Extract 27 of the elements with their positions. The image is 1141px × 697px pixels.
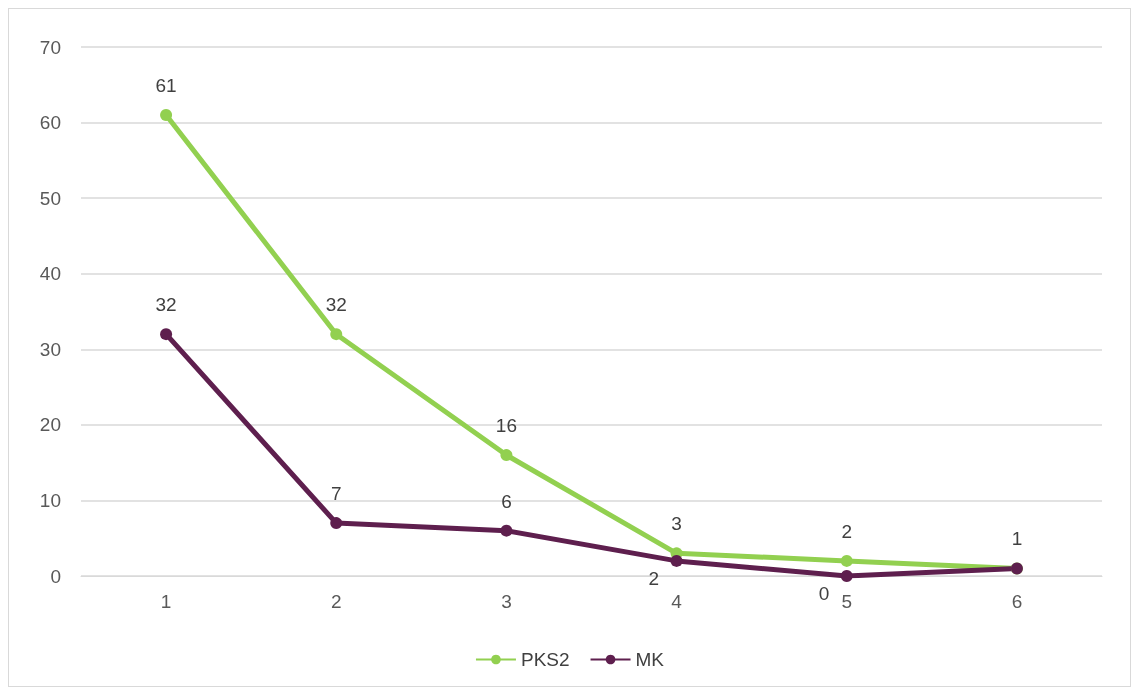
y-tick-label: 70: [39, 36, 61, 58]
data-label: 2: [648, 567, 660, 589]
data-label: 16: [495, 415, 517, 437]
y-tick-label: 0: [50, 565, 61, 587]
data-label: 32: [325, 294, 347, 316]
data-label: 7: [330, 483, 342, 505]
data-label: 61: [155, 75, 177, 97]
y-tick-label: 60: [39, 112, 61, 134]
y-tick-label: 50: [39, 187, 61, 209]
y-tick-label: 30: [39, 338, 61, 360]
x-tick-label: 1: [160, 591, 172, 612]
data-label: 32: [155, 294, 177, 316]
x-tick-label: 2: [330, 591, 342, 612]
legend-label: MK: [635, 649, 665, 670]
data-label: 6: [501, 490, 512, 512]
data-label: 3: [671, 513, 682, 535]
x-tick-label: 5: [841, 591, 853, 612]
x-tick-label: 4: [671, 591, 683, 612]
y-tick-label: 20: [39, 414, 61, 436]
x-tick-label: 6: [1011, 591, 1023, 612]
data-label: 2: [841, 520, 853, 542]
data-label: 1: [1011, 528, 1023, 550]
x-tick-label: 3: [501, 591, 512, 612]
data-label: 0: [818, 583, 830, 604]
y-tick-label: 40: [39, 263, 61, 285]
y-tick-label: 10: [39, 489, 61, 511]
legend-label: PKS2: [520, 649, 570, 670]
